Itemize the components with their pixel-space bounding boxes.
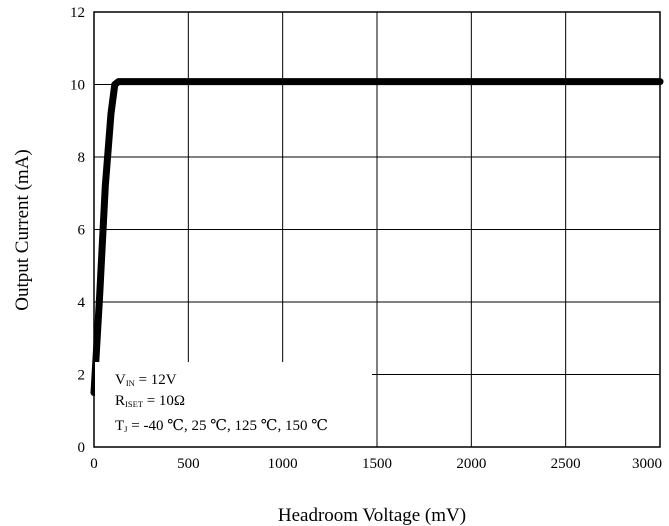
tj-subscript: J — [124, 424, 128, 434]
y-tick-label: 8 — [78, 150, 86, 166]
rset-subscript: ISET — [125, 399, 144, 409]
y-tick-label: 0 — [78, 440, 86, 456]
y-tick-label: 6 — [78, 223, 86, 239]
tj-symbol: T — [115, 418, 124, 434]
curve-layer — [90, 78, 664, 397]
y-tick-label: 4 — [78, 295, 86, 311]
y-tick-label: 10 — [70, 78, 85, 94]
x-tick-label: 1500 — [362, 456, 392, 472]
x-tick-label: 2000 — [456, 456, 486, 472]
annotation-tj: TJ = -40 ℃, 25 ℃, 125 ℃, 150 ℃ — [115, 418, 328, 434]
tj-value: = -40 ℃, 25 ℃, 125 ℃, 150 ℃ — [127, 418, 328, 434]
x-tick-label: 500 — [177, 456, 200, 472]
annotation-vin: VIN = 12V — [115, 372, 177, 388]
y-axis-title: Output Current (mA) — [12, 149, 33, 310]
x-tick-label: 2500 — [551, 456, 581, 472]
vin-value: = 12V — [135, 372, 177, 388]
rset-value: = 10Ω — [143, 393, 185, 409]
annotation-box — [95, 362, 372, 447]
vin-subscript: IN — [126, 378, 135, 388]
x-axis-title: Headroom Voltage (mV) — [278, 505, 466, 526]
plot-frame — [93, 11, 661, 448]
tick-labels: 0 500 1000 1500 2000 2500 3000 0 2 4 6 8 10 12 — [70, 5, 662, 472]
y-tick-label: 2 — [78, 368, 86, 384]
series-line — [90, 78, 664, 397]
x-tick-label: 1000 — [268, 456, 298, 472]
x-tick-label: 0 — [90, 456, 98, 472]
rset-symbol: R — [115, 393, 125, 409]
annotation-rset: RISET = 10Ω — [115, 393, 185, 409]
y-tick-label: 12 — [70, 5, 85, 21]
x-tick-label: 3000 — [632, 456, 662, 472]
vin-symbol: V — [115, 372, 126, 388]
